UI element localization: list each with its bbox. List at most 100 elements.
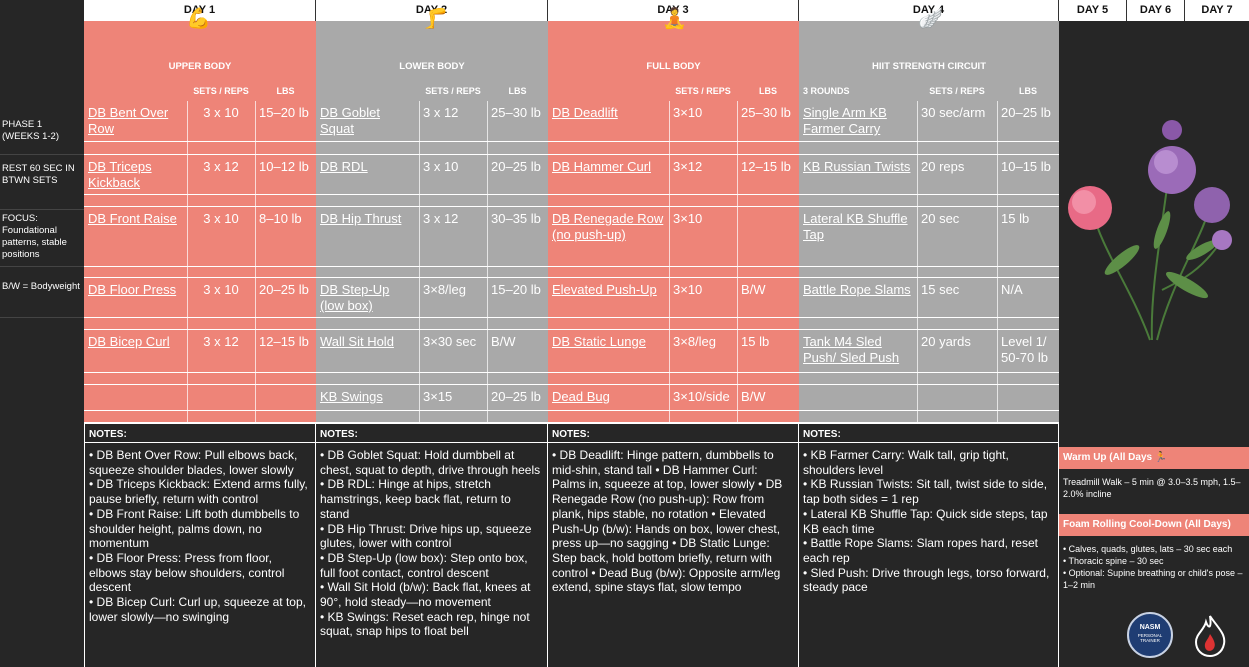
exercise-link[interactable]: DB RDL: [320, 159, 368, 174]
exercise-link[interactable]: Battle Rope Slams: [803, 282, 911, 297]
column-divider: [487, 195, 488, 207]
column-divider: [669, 267, 670, 278]
row-band: [84, 373, 316, 385]
exercise-link[interactable]: DB Deadlift: [552, 105, 618, 120]
column-divider: [419, 101, 420, 142]
column-divider: [997, 278, 998, 318]
column-divider: [187, 195, 188, 207]
column-divider: [419, 318, 420, 330]
column-divider: [917, 411, 918, 423]
lbs-value: 10–12 lb: [259, 159, 309, 174]
column-divider: [917, 330, 918, 373]
column-divider: [255, 267, 256, 278]
column-divider: [419, 207, 420, 267]
column-divider: [187, 330, 188, 373]
exercise-link[interactable]: DB Front Raise: [88, 211, 177, 226]
row-band: [799, 373, 1059, 385]
cooldown-header: Foam Rolling Cool-Down (All Days): [1059, 514, 1249, 536]
wing-icon: 🪽: [918, 8, 943, 30]
column-divider: [419, 195, 420, 207]
lbs-header-3: LBS: [759, 86, 777, 96]
column-divider: [487, 267, 488, 278]
sets-reps-value: 3×10/side: [673, 389, 730, 404]
sets-reps-value: 30 sec/arm: [921, 105, 986, 120]
row-band: [84, 142, 316, 155]
exercise-link[interactable]: DB Triceps Kickback: [88, 159, 152, 190]
row-band: [316, 195, 548, 207]
notes-body-4: • KB Farmer Carry: Walk tall, grip tight…: [799, 443, 1059, 667]
exercise-link[interactable]: Wall Sit Hold: [320, 334, 394, 349]
section-title-full-body: FULL BODY: [646, 61, 701, 72]
column-divider: [917, 373, 918, 385]
exercise-link[interactable]: DB Bicep Curl: [88, 334, 170, 349]
lbs-value: 25–30 lb: [491, 105, 541, 120]
exercise-link[interactable]: DB Hammer Curl: [552, 159, 651, 174]
row-band: [84, 267, 316, 278]
row-band: [799, 195, 1059, 207]
lbs-header-2: LBS: [508, 86, 527, 96]
exercise-link[interactable]: Tank M4 Sled Push/ Sled Push: [803, 334, 900, 365]
row-band: [316, 318, 548, 330]
exercise-link[interactable]: DB Goblet Squat: [320, 105, 380, 136]
column-divider: [737, 330, 738, 373]
exercise-link[interactable]: Dead Bug: [552, 389, 610, 404]
column-divider: [669, 278, 670, 318]
exercise-link[interactable]: Elevated Push-Up: [552, 282, 657, 297]
row-band: [548, 373, 799, 385]
sets-reps-value: 3×10: [673, 282, 703, 297]
column-divider: [255, 330, 256, 373]
flexed-bicep-icon: 💪: [186, 8, 211, 30]
warmup-header: Warm Up (All Days 🏃: [1059, 447, 1249, 469]
column-divider: [669, 101, 670, 142]
column-divider: [255, 142, 256, 155]
row-band: [799, 330, 1059, 373]
row-band: [84, 411, 316, 423]
row-band: [316, 373, 548, 385]
exercise-link[interactable]: KB Russian Twists: [803, 159, 911, 174]
nasm-badge-mid: PERSONAL TRAINER: [1137, 633, 1163, 643]
exercise-link[interactable]: Lateral KB Shuffle Tap: [803, 211, 908, 242]
column-divider: [737, 411, 738, 423]
column-divider: [997, 142, 998, 155]
column-divider: [255, 411, 256, 423]
exercise-link[interactable]: DB Hip Thrust: [320, 211, 402, 226]
subheader-row-day2: [316, 80, 548, 101]
exercise-link[interactable]: DB Static Lunge: [552, 334, 646, 349]
day-header-7: DAY 7: [1185, 0, 1249, 21]
column-divider: [737, 142, 738, 155]
column-divider: [187, 411, 188, 423]
exercise-link[interactable]: DB Floor Press: [88, 282, 177, 297]
exercise-link[interactable]: KB Swings: [320, 389, 383, 404]
column-divider: [997, 101, 998, 142]
exercise-link[interactable]: DB Step-Up (low box): [320, 282, 390, 313]
lbs-value: 20–25 lb: [259, 282, 309, 297]
row-band: [799, 101, 1059, 142]
column-divider: [487, 155, 488, 195]
column-divider: [419, 411, 420, 423]
row-band: [316, 207, 548, 267]
column-divider: [187, 318, 188, 330]
lbs-value: 12–15 lb: [741, 159, 791, 174]
column-divider: [917, 101, 918, 142]
column-divider: [669, 142, 670, 155]
column-divider: [419, 330, 420, 373]
sets-reps-value: 3 x 12: [423, 211, 459, 226]
row-band: [84, 207, 316, 267]
notes-body-3: • DB Deadlift: Hinge pattern, dumbbells …: [548, 443, 799, 667]
lbs-value: 20–25 lb: [491, 389, 541, 404]
sets-reps-value: 3×12: [673, 159, 703, 174]
sets-reps-value: 3 x 10: [423, 159, 459, 174]
row-band: [548, 267, 799, 278]
exercise-link[interactable]: DB Renegade Row (no push-up): [552, 211, 664, 242]
exercise-link[interactable]: Single Arm KB Farmer Carry: [803, 105, 887, 136]
column-divider: [419, 278, 420, 318]
row-band: [316, 278, 548, 318]
exercise-link[interactable]: DB Bent Over Row: [88, 105, 169, 136]
rounds-header: 3 ROUNDS: [803, 86, 850, 96]
row-band: [548, 101, 799, 142]
row-band: [548, 195, 799, 207]
row-band: [799, 142, 1059, 155]
sets-reps-header-3: SETS / REPS: [675, 86, 731, 96]
lbs-value: 15 lb: [1001, 211, 1030, 226]
column-divider: [737, 318, 738, 330]
